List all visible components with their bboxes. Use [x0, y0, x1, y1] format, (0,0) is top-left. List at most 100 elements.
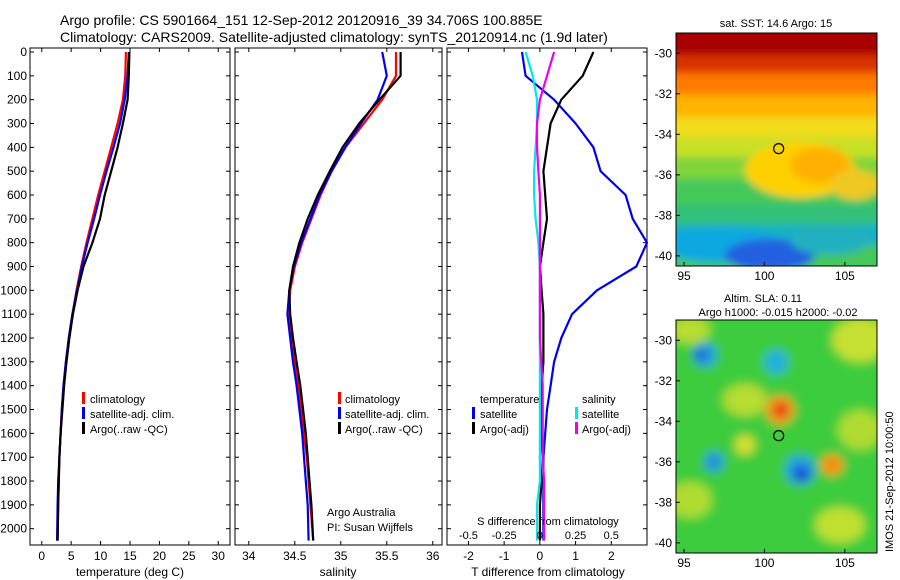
- map-x-tick-label: 100: [754, 269, 774, 283]
- legend-swatch-climatology: [82, 392, 85, 404]
- map-x-tick-label: 105: [835, 556, 855, 570]
- map-x-tick-label: 100: [754, 556, 774, 570]
- sst-map: sat. SST: 14.6 Argo: 15: [655, 18, 878, 283]
- difference-legend: temperature salinity satellite Argo(-adj…: [472, 394, 631, 436]
- sst-field: [676, 33, 877, 266]
- x-tick-label: 30: [212, 549, 226, 563]
- difference-panel: -2 -1 0 1 2 T difference from climatology S …: [446, 47, 649, 579]
- legend-swatch-s-satellite: [575, 407, 578, 419]
- salinity-y-ticks: [235, 51, 442, 530]
- sla-field: [676, 320, 877, 553]
- x-tick-label: 15: [123, 549, 137, 563]
- legend-label-s-argo: Argo(-adj): [582, 424, 631, 436]
- depth-tick-label: 1700: [0, 450, 27, 464]
- depth-tick-label: 1100: [1, 307, 27, 321]
- x-tick-label: 5: [68, 549, 75, 563]
- legend-swatch-satellite: [82, 407, 85, 419]
- legend-title-temperature: temperature: [480, 394, 539, 406]
- depth-tick-label: 500: [7, 164, 27, 178]
- salinity-legend: climatology satellite-adj. clim. Argo(..…: [338, 392, 429, 436]
- argo-location-marker: [773, 143, 785, 155]
- depth-tick-label: 800: [7, 236, 27, 250]
- depth-tick-label: 400: [7, 140, 27, 154]
- top-x-tick-label: -0.5: [459, 530, 478, 542]
- legend-swatch-argo: [82, 422, 85, 434]
- map-y-tick-label: -32: [655, 374, 673, 388]
- depth-axis: 0 100 200 300 400 500 600 700 800 900 1000 1100 1200…: [0, 45, 230, 536]
- depth-tick-label: 700: [7, 212, 27, 226]
- map-y-tick-label: -40: [655, 249, 673, 263]
- x-tick-label: 0: [38, 549, 45, 563]
- x-tick-label: 34: [242, 549, 256, 563]
- depth-tick-label: 300: [7, 117, 27, 131]
- depth-tick-label: 1200: [0, 331, 27, 345]
- header-line-2: Climatology: CARS2009. Satellite-adjuste…: [60, 29, 608, 45]
- depth-tick-label: 2000: [0, 522, 27, 536]
- top-x-tick-label: -0.25: [492, 530, 517, 542]
- legend-label-satellite: satellite-adj. clim.: [90, 409, 174, 421]
- difference-x-ticks: -2 -1 0 1 2: [463, 48, 615, 563]
- salinity-lines: [286, 51, 402, 541]
- legend-label-argo: Argo(..raw -QC): [90, 424, 168, 436]
- x-tick-label: -1: [499, 549, 510, 563]
- top-x-tick-label: 0: [537, 530, 543, 542]
- legend-label-t-satellite: satellite: [480, 409, 517, 421]
- depth-tick-label: 1800: [0, 474, 27, 488]
- map-y-tick-label: -36: [655, 168, 673, 182]
- difference-axes-frame: [446, 47, 648, 546]
- series-line-argo-raw-qc-: [288, 52, 402, 541]
- sla-map: Altim. SLA: 0.11 Argo h1000: -0.015 h200…: [655, 293, 878, 570]
- difference-top-x-label: S difference from climatology: [477, 516, 619, 528]
- imos-timestamp: IMOS 21-Sep-2012 10:00:50: [884, 411, 896, 552]
- difference-x-label: T difference from climatology: [471, 565, 625, 579]
- legend-label-climatology: climatology: [90, 394, 146, 406]
- temperature-legend: climatology satellite-adj. clim. Argo(..…: [82, 392, 174, 436]
- temperature-x-label: temperature (deg C): [76, 565, 184, 579]
- difference-lines: [520, 51, 649, 541]
- salinity-panel: 34 34.5 35 35.5 36 salinity climatology sate…: [234, 47, 443, 579]
- legend-swatch-climatology-s: [338, 392, 341, 404]
- top-x-tick-label: 0.5: [604, 530, 619, 542]
- map-x-tick-label: 105: [835, 269, 855, 283]
- depth-tick-label: 1300: [0, 355, 27, 369]
- legend-label-s-satellite: satellite: [582, 409, 619, 421]
- map-y-tick-label: -30: [655, 333, 673, 347]
- sst-map-ticks: 95 100 105 -30 -32 -34 -36 -38 -40: [655, 46, 856, 283]
- x-tick-label: 35: [334, 549, 348, 563]
- map-x-tick-label: 95: [677, 556, 691, 570]
- sst-map-frame: [675, 32, 878, 267]
- temperature-lines: [56, 51, 131, 541]
- x-tick-label: 36: [426, 549, 440, 563]
- legend-swatch-t-satellite: [472, 407, 475, 419]
- legend-label-satellite-s: satellite-adj. clim.: [345, 409, 429, 421]
- difference-top-ticks: -0.5 -0.25 0 0.25 0.5: [459, 530, 619, 542]
- depth-tick-label: 1500: [0, 403, 27, 417]
- temperature-panel: 0100200300400500600700800900100011001200…: [0, 45, 231, 579]
- legend-label-argo-s: Argo(..raw -QC): [345, 424, 423, 436]
- series-line-satellite-temperature: [520, 51, 649, 541]
- legend-label-climatology-s: climatology: [345, 394, 401, 406]
- series-line-argo-raw-qc-: [56, 51, 131, 541]
- difference-y-ticks: [447, 51, 647, 530]
- legend-swatch-s-argo: [575, 422, 578, 434]
- x-tick-label: 34.5: [283, 549, 307, 563]
- x-tick-label: -2: [463, 549, 474, 563]
- x-tick-label: 20: [153, 549, 167, 563]
- sla-map-subtitle: Argo h1000: -0.015 h2000: -0.02: [698, 307, 857, 319]
- header-line-1: Argo profile: CS 5901664_151 12-Sep-2012…: [60, 12, 543, 28]
- map-y-tick-label: -40: [655, 536, 673, 550]
- x-tick-label: 35.5: [375, 549, 399, 563]
- legend-title-salinity: salinity: [582, 394, 616, 406]
- map-y-tick-label: -38: [655, 495, 673, 509]
- depth-tick-label: 100: [7, 69, 27, 83]
- depth-tick-label: 900: [7, 260, 27, 274]
- x-tick-label: 2: [608, 549, 615, 563]
- depth-tick-label: 0: [20, 45, 27, 59]
- map-y-tick-label: -34: [655, 414, 673, 428]
- top-x-tick-label: 0.25: [565, 530, 586, 542]
- depth-tick-label: 1400: [0, 379, 27, 393]
- salinity-axes-frame: [234, 47, 443, 546]
- annotation-pi: PI: Susan Wijffels: [327, 522, 413, 534]
- map-y-tick-label: -38: [655, 208, 673, 222]
- x-tick-label: 0: [537, 549, 544, 563]
